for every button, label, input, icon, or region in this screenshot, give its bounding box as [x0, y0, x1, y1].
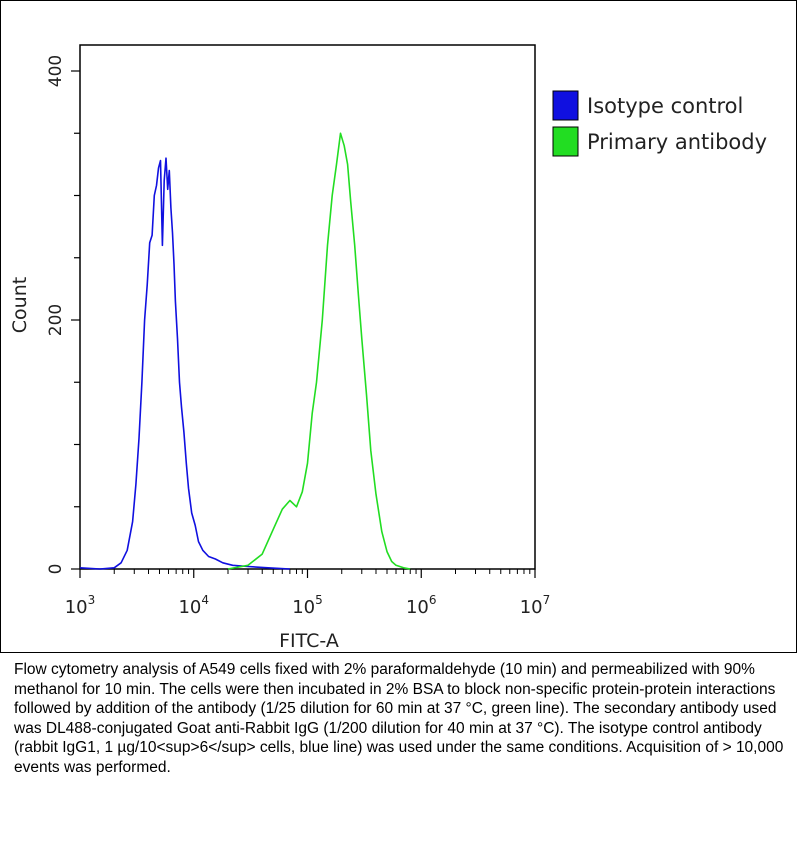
series-line-isotype-control: [79, 157, 290, 570]
y-axis-ticks: 0 200 400: [46, 55, 80, 575]
legend-swatch: [552, 126, 579, 157]
legend-swatch: [552, 90, 579, 121]
series-layer: [79, 132, 411, 570]
series-line-primary-antibody: [227, 132, 411, 570]
x-axis-ticks: 103 104 105 106 107: [65, 569, 551, 618]
legend-label: Primary antibody: [587, 130, 767, 154]
x-tick-label: 104: [178, 593, 209, 618]
y-axis-label: Count: [9, 277, 31, 333]
histogram-chart: 0 200 400 103 104 105 106 107 Isotype control P…: [9, 44, 767, 652]
y-tick-label: 0: [46, 564, 66, 575]
x-tick-label: 105: [292, 593, 323, 618]
x-tick-label: 107: [520, 593, 551, 618]
legend-label: Isotype control: [587, 94, 743, 118]
x-tick-label: 103: [65, 593, 96, 618]
plot-area-border: [79, 44, 536, 570]
figure-frame: 0 200 400 103 104 105 106 107 Isotype control P…: [0, 0, 797, 653]
y-tick-label: 200: [46, 304, 66, 336]
x-tick-label: 106: [406, 593, 437, 618]
legend: Isotype control Primary antibody: [552, 90, 767, 157]
y-tick-label: 400: [46, 55, 66, 87]
x-axis-label: FITC-A: [279, 630, 339, 652]
figure-caption: Flow cytometry analysis of A549 cells fi…: [14, 661, 784, 776]
